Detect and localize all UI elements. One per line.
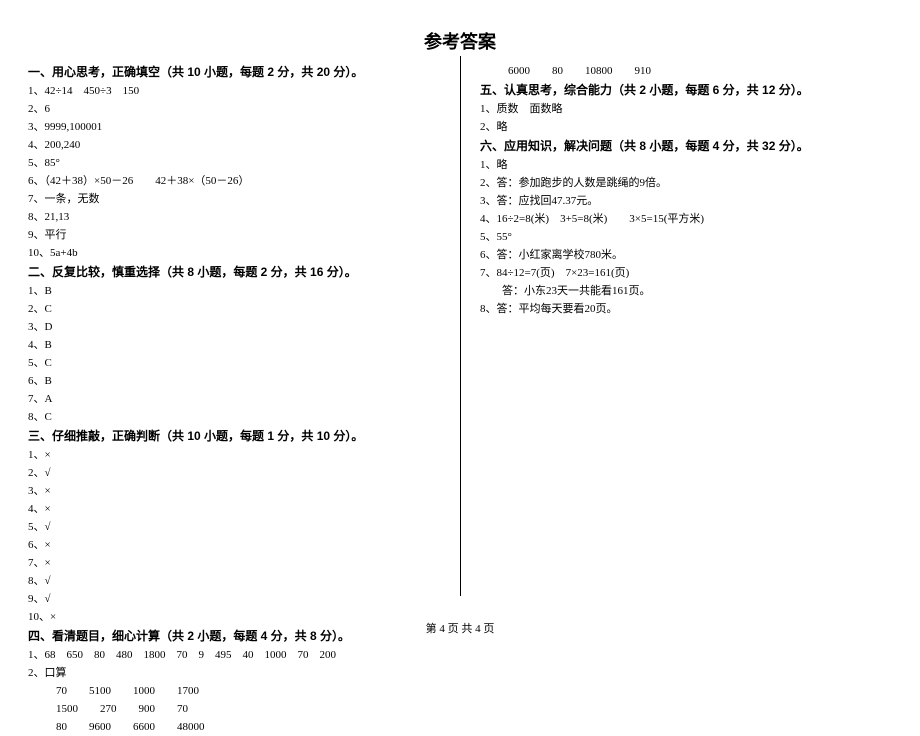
section-5-header: 五、认真思考，综合能力（共 2 小题，每题 6 分，共 12 分）。: [480, 80, 888, 100]
s3-item: 9、√: [28, 590, 456, 608]
s6-item: 2、答：参加跑步的人数是跳绳的9倍。: [480, 174, 888, 192]
s2-item: 1、B: [28, 282, 456, 300]
s2-item: 7、A: [28, 390, 456, 408]
s3-item: 4、×: [28, 500, 456, 518]
s1-item: 5、85°: [28, 154, 456, 172]
s1-item: 4、200,240: [28, 136, 456, 154]
s2-item: 2、C: [28, 300, 456, 318]
s6-item: 8、答：平均每天要看20页。: [480, 300, 888, 318]
s5-item: 2、略: [480, 118, 888, 136]
s1-item: 3、9999,100001: [28, 118, 456, 136]
s4-item: 1、68 650 80 480 1800 70 9 495 40 1000 70…: [28, 646, 456, 664]
s6-item: 4、16÷2=8(米) 3+5=8(米) 3×5=15(平方米): [480, 210, 888, 228]
s2-item: 4、B: [28, 336, 456, 354]
s6-item: 3、答：应找回47.37元。: [480, 192, 888, 210]
s5-item: 1、质数 面数略: [480, 100, 888, 118]
s6-item: 1、略: [480, 156, 888, 174]
s4-calc-row: 80 9600 6600 48000: [28, 718, 456, 736]
s1-item: 7、一条，无数: [28, 190, 456, 208]
s1-item: 9、平行: [28, 226, 456, 244]
s3-item: 6、×: [28, 536, 456, 554]
s4-calc-row: 70 5100 1000 1700: [28, 682, 456, 700]
s3-item: 7、×: [28, 554, 456, 572]
s6-item: 6、答：小红家离学校780米。: [480, 246, 888, 264]
s4-calc-row: 1500 270 900 70: [28, 700, 456, 718]
s2-item: 5、C: [28, 354, 456, 372]
s3-item: 1、×: [28, 446, 456, 464]
s2-item: 3、D: [28, 318, 456, 336]
s3-item: 2、√: [28, 464, 456, 482]
page-footer: 第 4 页 共 4 页: [0, 620, 920, 636]
s3-item: 3、×: [28, 482, 456, 500]
s6-item: 5、55°: [480, 228, 888, 246]
s3-item: 5、√: [28, 518, 456, 536]
s6-item: 7、84÷12=7(页) 7×23=161(页): [480, 264, 888, 282]
s1-item: 2、6: [28, 100, 456, 118]
s4-item: 2、口算: [28, 664, 456, 682]
section-3-header: 三、仔细推敲，正确判断（共 10 小题，每题 1 分，共 10 分）。: [28, 426, 456, 446]
s4-calc-row: 6000 80 10800 910: [480, 62, 888, 80]
section-1-header: 一、用心思考，正确填空（共 10 小题，每题 2 分，共 20 分）。: [28, 62, 456, 82]
s1-item: 10、5a+4b: [28, 244, 456, 262]
s6-item: 答：小东23天一共能看161页。: [480, 282, 888, 300]
s2-item: 8、C: [28, 408, 456, 426]
s1-item: 1、42÷14 450÷3 150: [28, 82, 456, 100]
section-6-header: 六、应用知识，解决问题（共 8 小题，每题 4 分，共 32 分）。: [480, 136, 888, 156]
s3-item: 8、√: [28, 572, 456, 590]
page-title: 参考答案: [0, 0, 920, 62]
s1-item: 8、21,13: [28, 208, 456, 226]
s2-item: 6、B: [28, 372, 456, 390]
s1-item: 6、（42＋38）×50－26 42＋38×（50－26）: [28, 172, 456, 190]
section-2-header: 二、反复比较，慎重选择（共 8 小题，每题 2 分，共 16 分）。: [28, 262, 456, 282]
